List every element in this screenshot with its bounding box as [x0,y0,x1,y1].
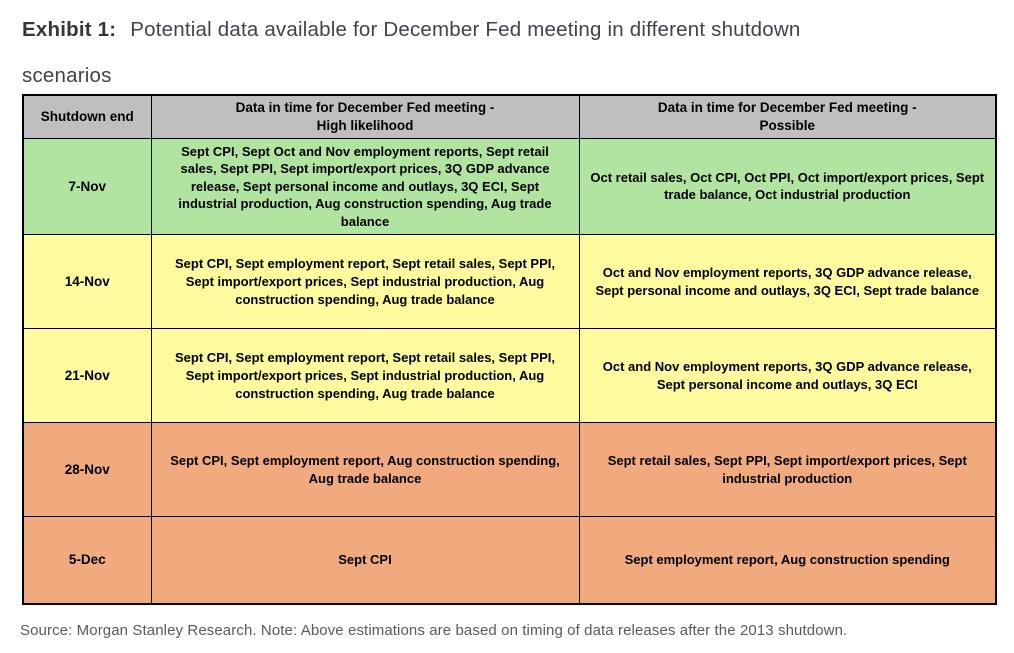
exhibit-title-text: Potential data available for December Fe… [22,18,801,87]
exhibit-label: Exhibit 1: [22,18,117,41]
column-header-high-likelihood: Data in time for December Fed meeting - … [150,94,580,139]
table-row-14-nov: 14-Nov Sept CPI, Sept employment report, … [22,234,997,330]
table-row-7-nov: 7-Nov Sept CPI, Sept Oct and Nov employme… [22,137,997,236]
high-likelihood-cell: Sept CPI, Sept employment report, Aug co… [150,422,580,518]
column-header-possible: Data in time for December Fed meeting - … [578,94,997,139]
table-row-28-nov: 28-Nov Sept CPI, Sept employment report, … [22,422,997,518]
possible-cell: Sept employment report, Aug construction… [578,516,997,605]
high-likelihood-cell: Sept CPI [150,516,580,605]
source-note: Source: Morgan Stanley Research. Note: A… [20,622,848,639]
exhibit-title: Exhibit 1: Potential data available for D… [22,7,842,99]
high-likelihood-cell: Sept CPI, Sept employment report, Sept r… [150,328,580,424]
possible-cell: Oct and Nov employment reports, 3Q GDP a… [578,328,997,424]
shutdown-scenarios-table: Shutdown end Data in time for December F… [22,94,997,605]
table-header-row: Shutdown end Data in time for December F… [22,94,997,139]
high-likelihood-cell: Sept CPI, Sept Oct and Nov employment re… [150,137,580,236]
possible-cell: Oct retail sales, Oct CPI, Oct PPI, Oct … [578,137,997,236]
shutdown-end-cell: 21-Nov [22,328,152,424]
table-row-21-nov: 21-Nov Sept CPI, Sept employment report, … [22,328,997,424]
possible-cell: Sept retail sales, Sept PPI, Sept import… [578,422,997,518]
shutdown-end-cell: 5-Dec [22,516,152,605]
shutdown-end-cell: 7-Nov [22,137,152,236]
high-likelihood-cell: Sept CPI, Sept employment report, Sept r… [150,234,580,330]
shutdown-end-cell: 28-Nov [22,422,152,518]
possible-cell: Oct and Nov employment reports, 3Q GDP a… [578,234,997,330]
table-row-5-dec: 5-Dec Sept CPI Sept employment report, Aug… [22,516,997,605]
column-header-shutdown-end: Shutdown end [22,94,152,139]
shutdown-end-cell: 14-Nov [22,234,152,330]
